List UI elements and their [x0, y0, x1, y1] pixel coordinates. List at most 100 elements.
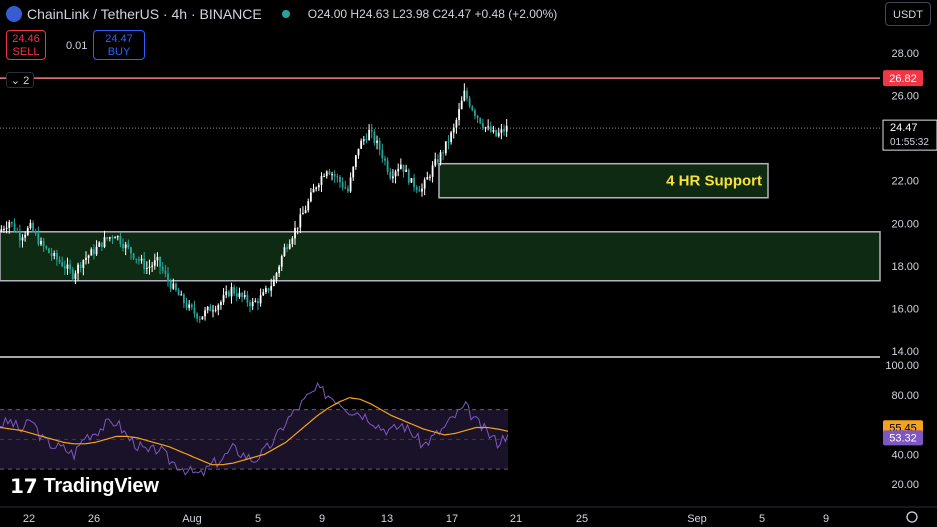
candle-body: [442, 152, 445, 154]
candle-body: [325, 171, 328, 177]
price-tick-label: 16.00: [891, 303, 919, 315]
candle-body: [225, 291, 228, 296]
candle-body: [394, 171, 397, 177]
candle-body: [69, 264, 72, 270]
candle-body: [196, 313, 199, 319]
candle-body: [339, 176, 341, 183]
candle-body: [254, 300, 257, 302]
rsi-tick-label: 80.00: [891, 390, 919, 402]
price-pane: 4 HR Support: [0, 77, 881, 358]
candle-body: [413, 178, 415, 188]
currency-selector[interactable]: USDT: [885, 2, 931, 26]
rsi-ma-line: [0, 397, 509, 466]
candle-body: [230, 287, 233, 297]
rsi-value-label: 53.32: [889, 432, 917, 444]
candle-body: [429, 176, 431, 178]
candle-body: [381, 149, 384, 159]
candle-body: [159, 256, 161, 267]
candle-body: [235, 293, 238, 297]
candle-body: [145, 267, 148, 269]
candle-body: [148, 266, 151, 268]
candle-body: [328, 171, 331, 175]
candle-body: [135, 258, 138, 260]
candle-body: [53, 252, 56, 257]
candle-body: [90, 249, 93, 256]
candle-body: [13, 223, 16, 232]
buy-button[interactable]: 24.47 BUY: [93, 30, 145, 60]
candle-body: [410, 178, 413, 183]
price-tick-label: 26.00: [891, 91, 919, 103]
candle-body: [119, 235, 122, 245]
rsi-tick-label: 20.00: [891, 479, 919, 491]
candle-body: [487, 126, 490, 128]
time-tick-label: 17: [446, 513, 458, 525]
candle-body: [347, 188, 349, 192]
candle-body: [402, 164, 405, 172]
indicator-collapse-toggle[interactable]: ⌄ 2: [6, 72, 34, 88]
candle-body: [376, 140, 378, 143]
candle-body: [415, 187, 418, 190]
candle-body: [103, 237, 106, 247]
candle-body: [500, 129, 503, 133]
candle-body: [48, 248, 50, 254]
candle-body: [169, 281, 172, 289]
candle-body: [373, 131, 376, 143]
candle-body: [175, 283, 177, 291]
countdown-label: 01:55:32: [890, 137, 929, 148]
candle-body: [227, 291, 230, 297]
ohlc-values: O24.00 H24.63 L23.98 C24.47 +0.48 (+2.00…: [307, 7, 558, 21]
candle-body: [238, 292, 241, 297]
candle-body: [233, 287, 236, 294]
price-tick-label: 20.00: [891, 218, 919, 230]
time-tick-label: 21: [510, 513, 522, 525]
candle-body: [177, 290, 180, 296]
candle-body: [315, 187, 318, 190]
market-status-icon: [281, 10, 290, 18]
candle-body: [241, 292, 243, 297]
candle-body: [164, 270, 167, 274]
candle-body: [368, 129, 370, 141]
candle-body: [156, 256, 159, 261]
candle-body: [479, 117, 482, 124]
candle-body: [87, 255, 90, 258]
price-tick-label: 18.00: [891, 261, 919, 273]
candle-body: [418, 189, 421, 192]
sell-button[interactable]: 24.46 SELL: [6, 30, 46, 60]
candle-body: [246, 294, 249, 303]
rsi-tick-label: 40.00: [891, 449, 919, 461]
candle-body: [505, 125, 508, 132]
candle-body: [468, 98, 471, 107]
candle-body: [481, 123, 484, 128]
candle-body: [309, 192, 312, 202]
candle-body: [317, 184, 320, 188]
candle-body: [471, 106, 474, 111]
candle-body: [341, 182, 344, 188]
candle-body: [204, 310, 206, 317]
candle-body: [262, 292, 265, 296]
candle-body: [370, 129, 373, 132]
candle-body: [354, 155, 357, 167]
candle-body: [16, 231, 19, 233]
candle-body: [167, 273, 169, 282]
candle-body: [460, 100, 463, 110]
candle-body: [209, 306, 212, 312]
candle-body: [98, 242, 101, 247]
candle-body: [106, 237, 109, 239]
candle-body: [421, 188, 423, 192]
candle-body: [399, 164, 402, 169]
candle-body: [312, 189, 315, 193]
symbol-title[interactable]: ChainLink / TetherUS · 4h · BINANCE: [27, 6, 262, 22]
candle-body: [71, 269, 74, 279]
candle-body: [302, 213, 304, 215]
candle-body: [130, 247, 132, 254]
buy-label: BUY: [107, 46, 131, 58]
candle-body: [434, 159, 437, 166]
resistance-price-label: 26.82: [889, 73, 917, 85]
candle-body: [111, 237, 114, 239]
candle-body: [357, 148, 360, 156]
settings-gear-icon[interactable]: [906, 511, 918, 523]
candle-body: [333, 174, 336, 177]
price-tick-label: 28.00: [891, 48, 919, 60]
candle-body: [294, 228, 296, 239]
